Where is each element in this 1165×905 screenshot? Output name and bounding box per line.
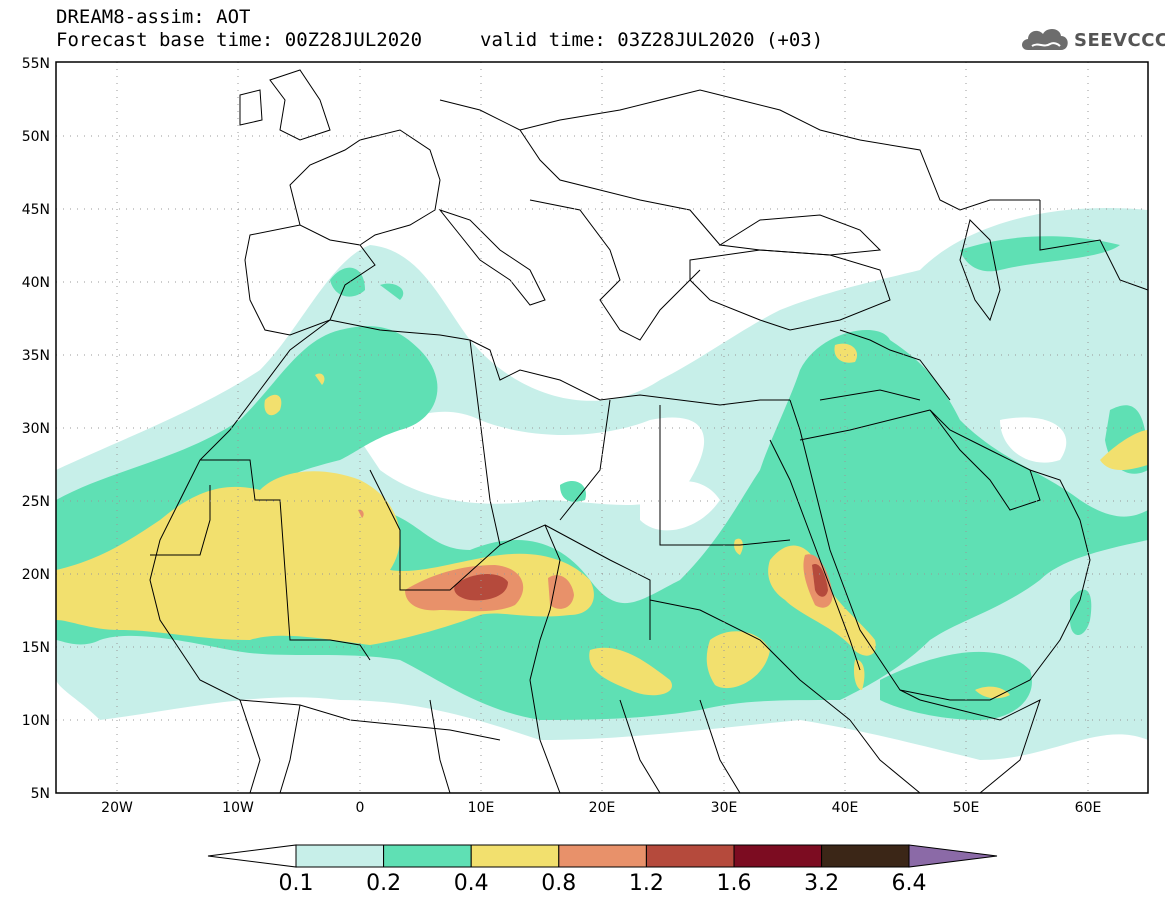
lon-tick-label: 10W	[222, 800, 254, 816]
colorbar-swatch	[645, 844, 735, 868]
colorbar-label: 0.4	[454, 871, 489, 896]
forecast-base-time: Forecast base time: 00Z28JUL2020	[56, 29, 423, 51]
map-frame	[55, 61, 1149, 794]
colorbar: 0.1 0.2 0.4 0.8 1.2 1.6 3.2 6.4	[207, 844, 998, 896]
colorbar-label: 0.8	[541, 871, 576, 896]
colorbar-label: 1.2	[629, 871, 664, 896]
seevccc-logo: SEEVCCC	[1018, 22, 1165, 58]
lon-tick-label: 60E	[1075, 800, 1102, 816]
lat-tick-label: 45N	[22, 202, 50, 218]
colorbar-swatch	[295, 844, 385, 868]
colorbar-label: 3.2	[804, 871, 839, 896]
colorbar-swatch	[558, 844, 647, 868]
colorbar-low-arrow	[207, 844, 297, 868]
lat-tick-label: 35N	[22, 348, 50, 364]
lon-tick-label: 50E	[953, 800, 980, 816]
lon-tick-label: 30E	[711, 800, 738, 816]
lon-tick-label: 20W	[101, 800, 133, 816]
lon-tick-label: 20E	[589, 800, 616, 816]
lat-tick-label: 55N	[22, 56, 50, 72]
lat-tick-label: 25N	[22, 494, 50, 510]
logo-text: SEEVCCC	[1074, 30, 1165, 51]
colorbar-swatch	[383, 844, 472, 868]
colorbar-swatch	[470, 844, 560, 868]
lat-tick-label: 15N	[22, 640, 50, 656]
lat-tick-label: 20N	[22, 567, 50, 583]
colorbar-label: 0.2	[366, 871, 401, 896]
colorbar-swatch	[821, 844, 910, 868]
lat-tick-label: 40N	[22, 275, 50, 291]
lon-tick-label: 40E	[832, 800, 859, 816]
colorbar-label: 0.1	[279, 871, 314, 896]
lon-tick-label: 0	[356, 800, 365, 816]
gridlines	[56, 62, 1148, 793]
lat-tick-label: 5N	[31, 786, 50, 802]
colorbar-label: 6.4	[892, 871, 927, 896]
lon-axis: 20W 10W 0 10E 20E 30E 40E 50E 60E	[101, 800, 1101, 816]
lat-tick-label: 30N	[22, 421, 50, 437]
lat-axis: 5N 10N 15N 20N 25N 30N 35N 40N 45N 50N 5…	[22, 56, 50, 802]
coastlines-borders	[149, 69, 1148, 793]
colorbar-label: 1.6	[717, 871, 752, 896]
colorbar-swatch	[733, 844, 823, 868]
cloud-icon	[1022, 28, 1068, 50]
model-title: DREAM8-assim: AOT	[56, 6, 251, 28]
lat-tick-label: 10N	[22, 713, 50, 729]
lon-tick-label: 10E	[468, 800, 495, 816]
colorbar-high-arrow	[908, 844, 998, 868]
lat-tick-label: 50N	[22, 129, 50, 145]
valid-time: valid time: 03Z28JUL2020 (+03)	[480, 29, 824, 51]
